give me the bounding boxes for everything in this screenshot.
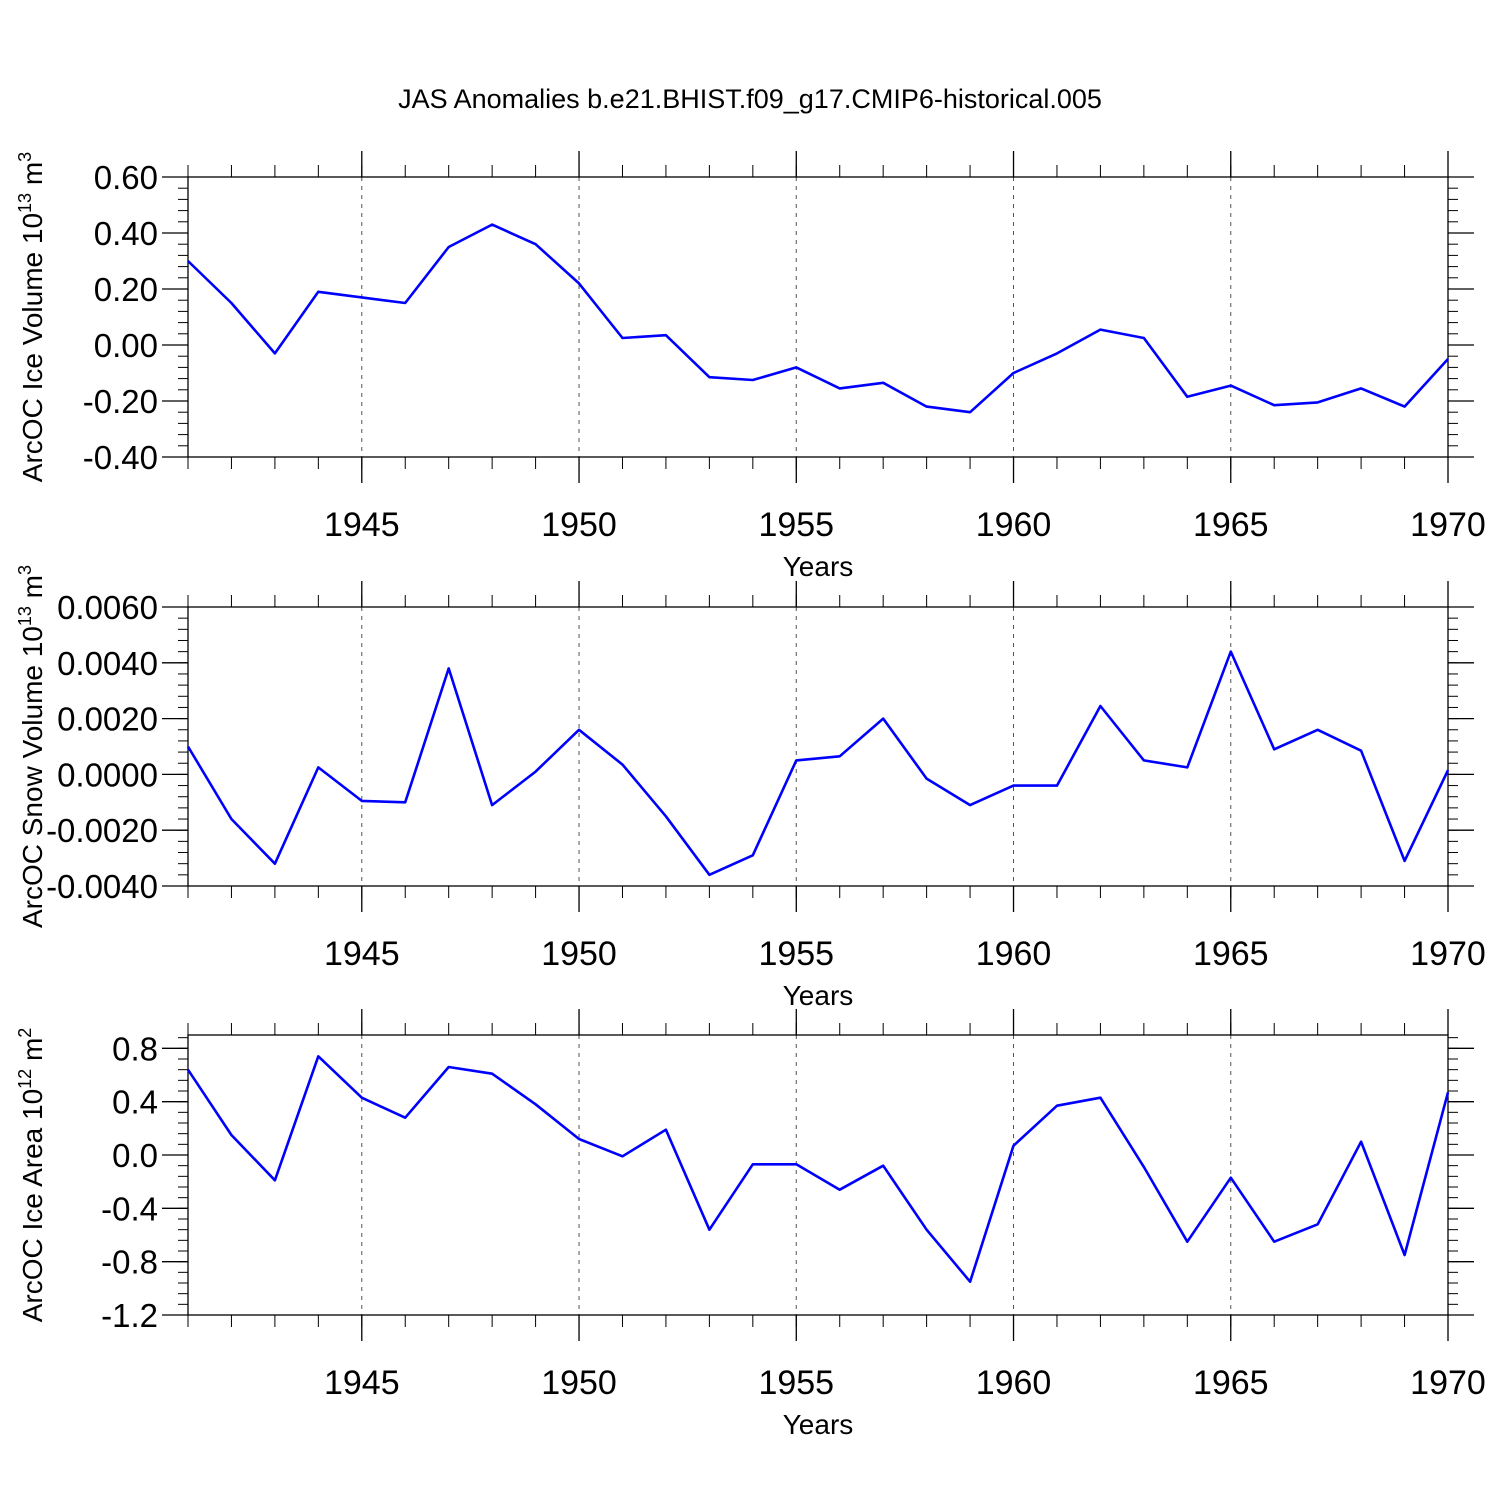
plot-frame xyxy=(187,1034,1449,1316)
y-tick-label: -0.20 xyxy=(83,383,158,420)
x-tick-label: 1950 xyxy=(541,506,617,544)
x-axis-label: Years xyxy=(783,1409,854,1440)
y-tick-label: -0.40 xyxy=(83,439,158,476)
x-tick-label: 1955 xyxy=(758,935,834,973)
y-axis-label-unit-exp: 3 xyxy=(15,565,35,575)
y-tick-label: 0.0020 xyxy=(57,701,158,738)
y-tick-label: -0.0040 xyxy=(46,868,158,905)
x-tick-label: 1970 xyxy=(1410,935,1486,973)
x-tick-label: 1955 xyxy=(758,1364,834,1402)
y-tick-label: -1.2 xyxy=(101,1297,158,1334)
y-axis-label-main: ArcOC Snow Volume 10 xyxy=(17,626,48,928)
y-axis-label: ArcOC Snow Volume 1013 m3 xyxy=(15,565,48,928)
x-tick-label: 1970 xyxy=(1410,506,1486,544)
series-line xyxy=(186,1055,1450,1283)
y-tick-label: 0.0000 xyxy=(57,756,158,793)
y-axis-label-exp: 13 xyxy=(15,193,35,213)
y-tick-label: 0.60 xyxy=(94,159,158,196)
x-tick-label: 1965 xyxy=(1193,506,1269,544)
y-tick-label: -0.0020 xyxy=(46,812,158,849)
plot-frame xyxy=(187,606,1449,887)
y-tick-label: 0.40 xyxy=(94,215,158,252)
x-tick-label: 1965 xyxy=(1193,1364,1269,1402)
x-tick-label: 1965 xyxy=(1193,935,1269,973)
y-tick-label: -0.4 xyxy=(101,1190,158,1227)
y-tick-label: 0.4 xyxy=(112,1084,158,1121)
y-tick-label: 0.8 xyxy=(112,1030,158,1067)
x-axis-label: Years xyxy=(783,980,854,1011)
x-tick-label: 1945 xyxy=(324,935,400,973)
y-tick-label: -0.8 xyxy=(101,1244,158,1281)
x-tick-label: 1945 xyxy=(324,1364,400,1402)
x-tick-label: 1945 xyxy=(324,506,400,544)
y-tick-label: 0.0040 xyxy=(57,645,158,682)
y-axis-label-unit: m xyxy=(17,1038,48,1069)
series-line xyxy=(187,223,1449,414)
y-axis-label-exp: 13 xyxy=(15,606,35,626)
x-tick-label: 1960 xyxy=(976,935,1052,973)
x-tick-label: 1950 xyxy=(541,935,617,973)
y-axis-label: ArcOC Ice Volume 1013 m3 xyxy=(15,152,48,482)
y-tick-label: 0.20 xyxy=(94,271,158,308)
panel-3: -1.2 -0.8 -0.4 0.0 0.4 0.8 1945 1950 1955 1960 196… xyxy=(15,1009,1486,1440)
x-tick-label: 1960 xyxy=(976,506,1052,544)
x-tick-label: 1955 xyxy=(758,506,834,544)
y-axis-label-unit-exp: 3 xyxy=(15,152,35,162)
x-axis-label: Years xyxy=(783,551,854,582)
y-tick-label: 0.0 xyxy=(112,1137,158,1174)
y-axis-label: ArcOC Ice Area 1012 m2 xyxy=(15,1028,48,1323)
y-axis-label-unit: m xyxy=(17,162,48,193)
panel-2: -0.0040 -0.0020 0.0000 0.0020 0.0040 0.0060 19… xyxy=(15,565,1486,1011)
panel-1: -0.40 -0.20 0.00 0.20 0.40 0.60 1945 1950 1955 19… xyxy=(15,151,1486,582)
chart-title: JAS Anomalies b.e21.BHIST.f09_g17.CMIP6-… xyxy=(398,84,1102,114)
y-axis-label-unit-exp: 2 xyxy=(15,1028,35,1038)
y-axis-label-main: ArcOC Ice Area 10 xyxy=(17,1089,48,1322)
series-line xyxy=(186,650,1450,877)
x-tick-label: 1960 xyxy=(976,1364,1052,1402)
y-tick-label: 0.00 xyxy=(94,327,158,364)
x-tick-label: 1970 xyxy=(1410,1364,1486,1402)
y-axis-label-unit: m xyxy=(17,575,48,606)
y-axis-label-main: ArcOC Ice Volume 10 xyxy=(17,213,48,482)
plot-frame xyxy=(187,176,1449,458)
y-axis-label-exp: 12 xyxy=(15,1069,35,1089)
panels: -0.40 -0.20 0.00 0.20 0.40 0.60 1945 1950 1955 19… xyxy=(15,151,1486,1440)
y-tick-label: 0.0060 xyxy=(57,589,158,626)
x-tick-label: 1950 xyxy=(541,1364,617,1402)
